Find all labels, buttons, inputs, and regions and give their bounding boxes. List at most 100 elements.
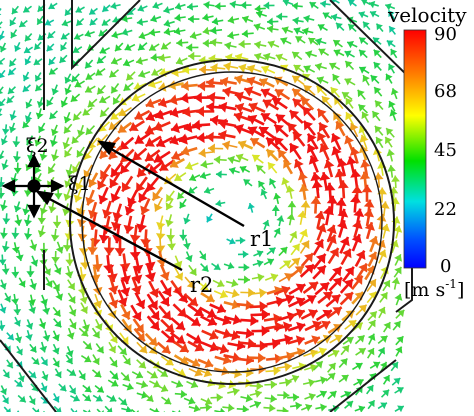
velocity-arrowhead xyxy=(224,42,231,50)
velocity-arrowhead xyxy=(244,179,251,186)
velocity-arrowhead xyxy=(188,52,194,61)
velocity-arrowhead xyxy=(110,360,117,367)
velocity-arrowhead xyxy=(352,185,363,193)
velocity-arrowhead xyxy=(224,62,232,71)
velocity-arrowhead xyxy=(104,247,115,255)
legend-tick-90: 90 xyxy=(434,24,457,45)
velocity-arrowhead xyxy=(199,65,206,75)
velocity-arrowhead xyxy=(161,42,168,49)
velocity-arrowhead xyxy=(196,106,204,117)
velocity-arrowhead xyxy=(204,1,210,9)
velocity-arrowhead xyxy=(333,40,340,47)
legend-unit: [m s-1] xyxy=(404,277,464,301)
velocity-arrowhead xyxy=(151,53,157,62)
velocity-arrowhead xyxy=(0,204,8,210)
legend-tick-45: 45 xyxy=(434,140,457,161)
velocity-arrowhead xyxy=(14,168,22,174)
velocity-arrowhead xyxy=(287,214,295,221)
legend-tick-22: 22 xyxy=(434,199,457,220)
velocity-arrowhead xyxy=(258,353,266,364)
velocity-arrowhead xyxy=(2,268,10,274)
velocity-arrowhead xyxy=(123,358,130,365)
velocity-arrowhead xyxy=(320,404,326,412)
r2-pointer-head xyxy=(38,192,52,203)
velocity-arrowhead xyxy=(230,1,236,9)
velocity-arrowhead xyxy=(308,379,315,387)
velocity-arrowhead xyxy=(201,160,208,169)
velocity-arrowhead xyxy=(16,254,24,260)
velocity-arrowhead xyxy=(54,193,63,199)
velocity-arrowhead xyxy=(111,86,118,93)
velocity-arrowhead xyxy=(250,315,258,326)
velocity-arrowhead xyxy=(292,76,300,84)
legend-unit-suffix: ] xyxy=(457,279,464,301)
velocity-arrowhead xyxy=(186,43,192,52)
velocity-arrowhead xyxy=(308,38,315,45)
velocity-arrow xyxy=(0,109,1,118)
velocity-arrowhead xyxy=(360,172,371,180)
velocity-arrowhead xyxy=(140,239,151,247)
velocity-arrowhead xyxy=(336,198,347,206)
velocity-arrow xyxy=(0,9,1,17)
velocity-arrowhead xyxy=(364,200,375,208)
xi2-label: ξ2 xyxy=(26,135,49,157)
velocity-arrowhead xyxy=(212,17,218,25)
velocity-arrowhead xyxy=(223,87,232,98)
velocity-arrowhead xyxy=(188,15,194,23)
velocity-arrowhead xyxy=(246,328,254,339)
velocity-arrowhead xyxy=(187,3,193,11)
velocity-arrowhead xyxy=(267,18,273,26)
colorbar xyxy=(404,30,426,268)
velocity-arrowhead xyxy=(333,74,340,81)
velocity-arrowhead xyxy=(210,63,217,73)
velocity-arrowhead xyxy=(216,170,222,178)
velocity-arrowhead xyxy=(392,278,400,285)
velocity-arrowhead xyxy=(184,122,192,133)
velocity-arrowhead xyxy=(194,92,202,103)
velocity-arrowhead xyxy=(197,132,205,143)
velocity-arrowhead xyxy=(331,13,337,21)
velocity-arrowhead xyxy=(267,25,273,33)
velocity-arrowhead xyxy=(167,243,176,250)
r1-label: r1 xyxy=(250,227,273,251)
velocity-arrowhead xyxy=(48,206,56,213)
velocity-arrowhead xyxy=(228,16,235,24)
velocity-arrowhead xyxy=(13,156,21,162)
velocity-arrowhead xyxy=(228,404,234,412)
velocity-arrowhead xyxy=(252,155,260,163)
origin-dot xyxy=(29,181,40,192)
velocity-arrowhead xyxy=(149,28,155,36)
velocity-arrowhead xyxy=(176,39,182,47)
velocity-arrowhead xyxy=(232,387,239,395)
velocity-arrowhead xyxy=(255,390,262,398)
r2-label: r2 xyxy=(190,273,213,297)
velocity-arrowhead xyxy=(11,272,19,278)
velocity-arrowhead xyxy=(284,362,291,372)
velocity-arrowhead xyxy=(242,29,248,37)
velocity-arrowhead xyxy=(292,52,299,59)
velocity-arrowhead xyxy=(367,385,374,392)
velocity-arrowhead xyxy=(38,218,46,224)
velocity-arrowhead xyxy=(244,263,250,271)
velocity-arrowhead xyxy=(312,180,323,188)
velocity-arrowhead xyxy=(24,220,32,226)
velocity-arrowhead xyxy=(65,233,74,240)
velocity-arrowhead xyxy=(137,18,143,26)
velocity-arrowhead xyxy=(301,201,311,208)
velocity-arrowhead xyxy=(233,314,242,325)
velocity-arrowhead xyxy=(387,149,395,156)
velocity-arrowhead xyxy=(65,150,72,157)
velocity-arrowhead xyxy=(2,129,10,135)
velocity-arrowhead xyxy=(0,193,5,199)
velocity-arrowhead xyxy=(181,81,189,91)
velocity-arrowhead xyxy=(210,115,218,126)
velocity-arrowhead xyxy=(53,222,62,228)
velocity-arrowhead xyxy=(293,17,299,25)
velocity-arrowhead xyxy=(282,407,288,412)
arrowhead-left xyxy=(4,181,14,191)
velocity-arrowhead xyxy=(244,275,250,283)
velocity-arrowhead xyxy=(358,90,365,97)
velocity-arrowhead xyxy=(243,250,249,258)
velocity-arrowhead xyxy=(243,405,249,412)
